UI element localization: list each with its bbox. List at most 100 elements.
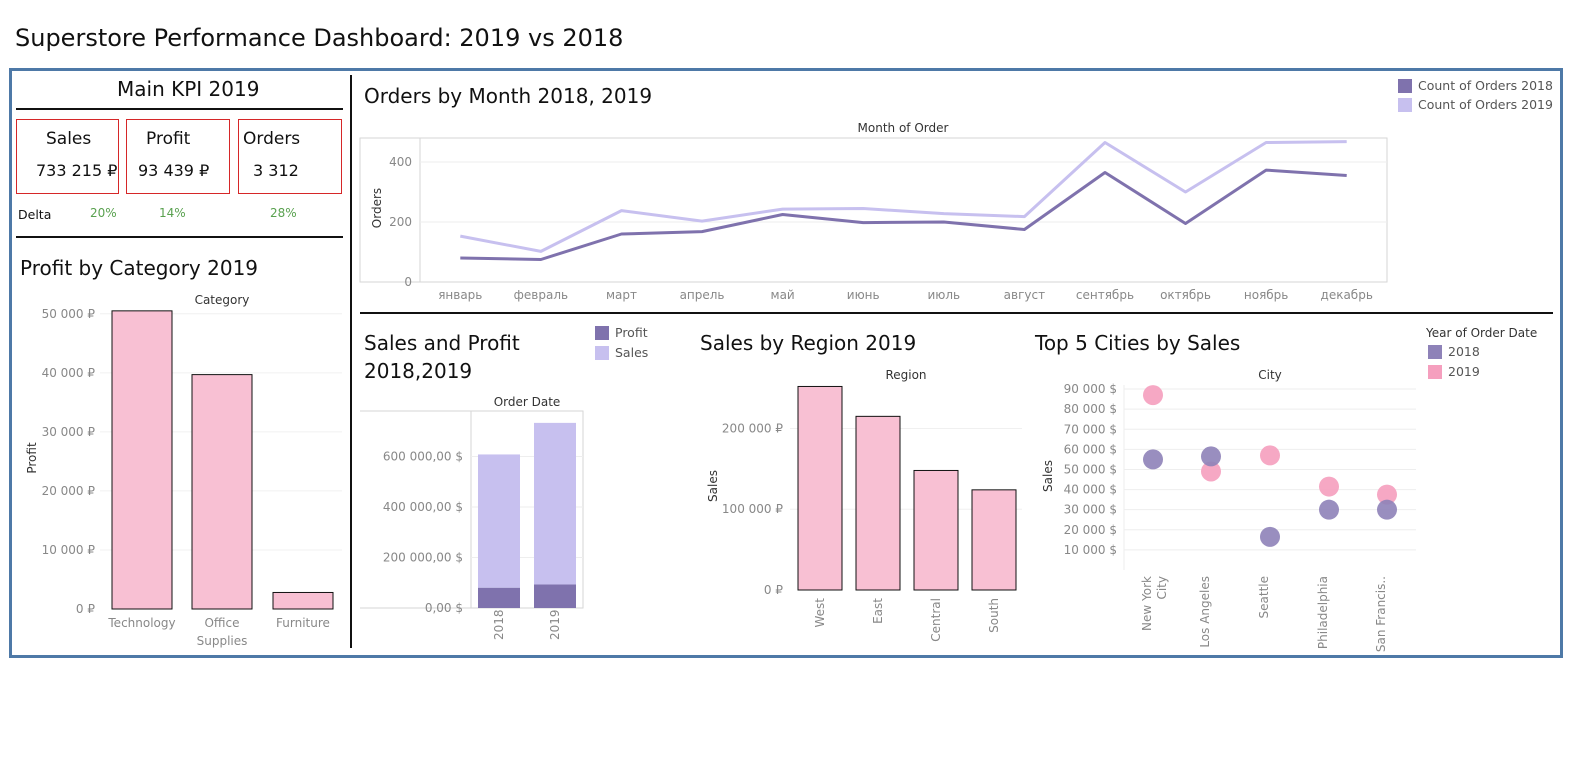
cities-x-tick-label: Philadelphia <box>1316 576 1330 649</box>
cities-x-tick-label: Seattle <box>1257 576 1271 618</box>
category-x-tick-label: Furniture <box>276 616 330 630</box>
legend-label-2019: Count of Orders 2019 <box>1418 97 1553 112</box>
sales-profit-bar-profit <box>478 587 520 608</box>
orders-x-tick-label: декабрь <box>1321 288 1373 302</box>
category-y-axis-label: Profit <box>25 442 39 474</box>
region-y-tick-label: 200 000 ₽ <box>722 421 783 435</box>
delta-label: Delta <box>18 207 52 222</box>
category-bar <box>191 374 253 610</box>
legend-swatch-2018 <box>1398 78 1412 93</box>
legend-label-year-2018: 2018 <box>1448 344 1480 359</box>
kpi-card-sales[interactable]: Sales 733 215 ₽ <box>16 119 119 194</box>
sales-by-region-title: Sales by Region 2019 <box>700 331 917 355</box>
orders-x-tick-label: ноябрь <box>1244 288 1289 302</box>
legend-sales[interactable]: Sales <box>595 345 648 360</box>
region-bar <box>913 469 959 591</box>
category-y-tick-label: 0 ₽ <box>76 602 95 616</box>
legend-profit[interactable]: Profit <box>595 325 648 340</box>
cities-x-tick-label: New York <box>1140 576 1154 631</box>
kpi-card-sales-value: 733 215 ₽ <box>36 161 118 180</box>
cities-y-tick-label: 20 000 $ <box>1064 523 1117 537</box>
sales-profit-x-tick-label: 2019 <box>548 609 562 640</box>
legend-year-title: Year of Order Date <box>1426 326 1538 340</box>
cities-point-2018 <box>1201 446 1221 467</box>
cities-y-tick-label: 50 000 $ <box>1064 462 1117 476</box>
orders-y-axis-label: Orders <box>370 188 384 228</box>
orders-x-tick-label: март <box>606 288 637 302</box>
sales-profit-plot-border <box>470 410 584 609</box>
category-x-tick-label: Supplies <box>197 634 248 648</box>
orders-x-tick-label: август <box>1004 288 1045 302</box>
cities-point-2018 <box>1377 499 1397 520</box>
cities-x-tick-label: Los Angeles <box>1198 576 1212 648</box>
cities-point-2018 <box>1143 449 1163 470</box>
legend-year-2018[interactable]: 2018 <box>1428 344 1480 359</box>
cities-point-2019 <box>1143 385 1163 406</box>
legend-orders-2018[interactable]: Count of Orders 2018 <box>1398 78 1553 93</box>
sales-profit-bar-profit <box>534 584 576 608</box>
region-header-label: Region <box>885 368 926 382</box>
cities-y-axis-label: Sales <box>1041 460 1055 492</box>
region-bar <box>855 415 901 591</box>
kpi-card-profit[interactable]: Profit 93 439 ₽ <box>126 119 230 194</box>
cities-header-label: City <box>1258 368 1282 382</box>
cities-point-2018 <box>1319 499 1339 520</box>
kpi-card-orders-label: Orders <box>243 129 301 149</box>
kpi-divider-bottom <box>16 236 343 238</box>
sales-profit-y-tick-label: 0,00 $ <box>425 601 463 615</box>
region-x-tick-label: South <box>987 598 1001 633</box>
cities-point-2019 <box>1319 476 1339 497</box>
delta-orders: 28% <box>270 206 297 220</box>
cities-y-tick-label: 60 000 $ <box>1064 442 1117 456</box>
cities-y-tick-label: 90 000 $ <box>1064 382 1117 396</box>
category-y-tick-label: 30 000 ₽ <box>42 425 96 439</box>
cities-y-tick-label: 40 000 $ <box>1064 483 1117 497</box>
orders-x-tick-label: июль <box>927 288 960 302</box>
cities-point-2019 <box>1377 484 1397 505</box>
cities-y-tick-label: 10 000 $ <box>1064 543 1117 557</box>
cities-y-tick-label: 80 000 $ <box>1064 402 1117 416</box>
orders-x-tick-label: октябрь <box>1160 288 1211 302</box>
legend-orders-2019[interactable]: Count of Orders 2019 <box>1398 97 1553 112</box>
orders-x-tick-label: январь <box>438 288 482 302</box>
delta-sales: 20% <box>90 206 117 220</box>
orders-x-tick-label: февраль <box>514 288 568 302</box>
orders-header-label: Month of Order <box>858 121 949 135</box>
sales-profit-title-line1: Sales and Profit <box>364 331 520 355</box>
sales-profit-y-tick-label: 400 000,00 $ <box>383 500 463 514</box>
kpi-title: Main KPI 2019 <box>117 77 260 101</box>
category-y-tick-label: 50 000 ₽ <box>42 307 96 321</box>
top-bottom-divider <box>360 312 1553 314</box>
kpi-card-orders[interactable]: Orders 3 312 <box>238 119 342 194</box>
kpi-card-profit-value: 93 439 ₽ <box>138 161 210 180</box>
orders-y-tick-label: 0 <box>404 275 412 289</box>
sales-profit-header-label: Order Date <box>494 395 561 409</box>
profit-by-category-title: Profit by Category 2019 <box>20 256 259 280</box>
legend-swatch-2019 <box>1398 97 1412 112</box>
dashboard-title: Superstore Performance Dashboard: 2019 v… <box>15 24 624 52</box>
top-cities-title: Top 5 Cities by Sales <box>1035 331 1241 355</box>
sales-profit-x-tick-label: 2018 <box>492 609 506 640</box>
category-bar <box>272 591 334 610</box>
orders-by-month-title: Orders by Month 2018, 2019 <box>364 84 653 108</box>
region-y-tick-label: 0 ₽ <box>764 583 783 597</box>
orders-chart-border <box>359 137 1388 283</box>
category-x-tick-label: Technology <box>107 616 175 630</box>
cities-x-tick-label: San Francis.. <box>1374 576 1388 652</box>
sales-profit-y-tick-label: 200 000,00 $ <box>383 550 463 564</box>
category-x-tick-label: Office <box>204 616 239 630</box>
legend-swatch-profit <box>595 325 609 340</box>
cities-y-tick-label: 70 000 $ <box>1064 422 1117 436</box>
orders-y-tick-label: 400 <box>389 155 412 169</box>
category-y-tick-label: 20 000 ₽ <box>42 484 96 498</box>
legend-swatch-sales <box>595 345 609 360</box>
region-bar <box>797 385 843 591</box>
category-header-label: Category <box>195 293 250 307</box>
legend-label-year-2019: 2019 <box>1448 364 1480 379</box>
cities-point-2019 <box>1201 461 1221 482</box>
cities-point-2019 <box>1260 445 1280 466</box>
sales-profit-bar-sales <box>534 422 576 585</box>
legend-year-2019[interactable]: 2019 <box>1428 364 1480 379</box>
kpi-card-sales-label: Sales <box>46 129 92 149</box>
